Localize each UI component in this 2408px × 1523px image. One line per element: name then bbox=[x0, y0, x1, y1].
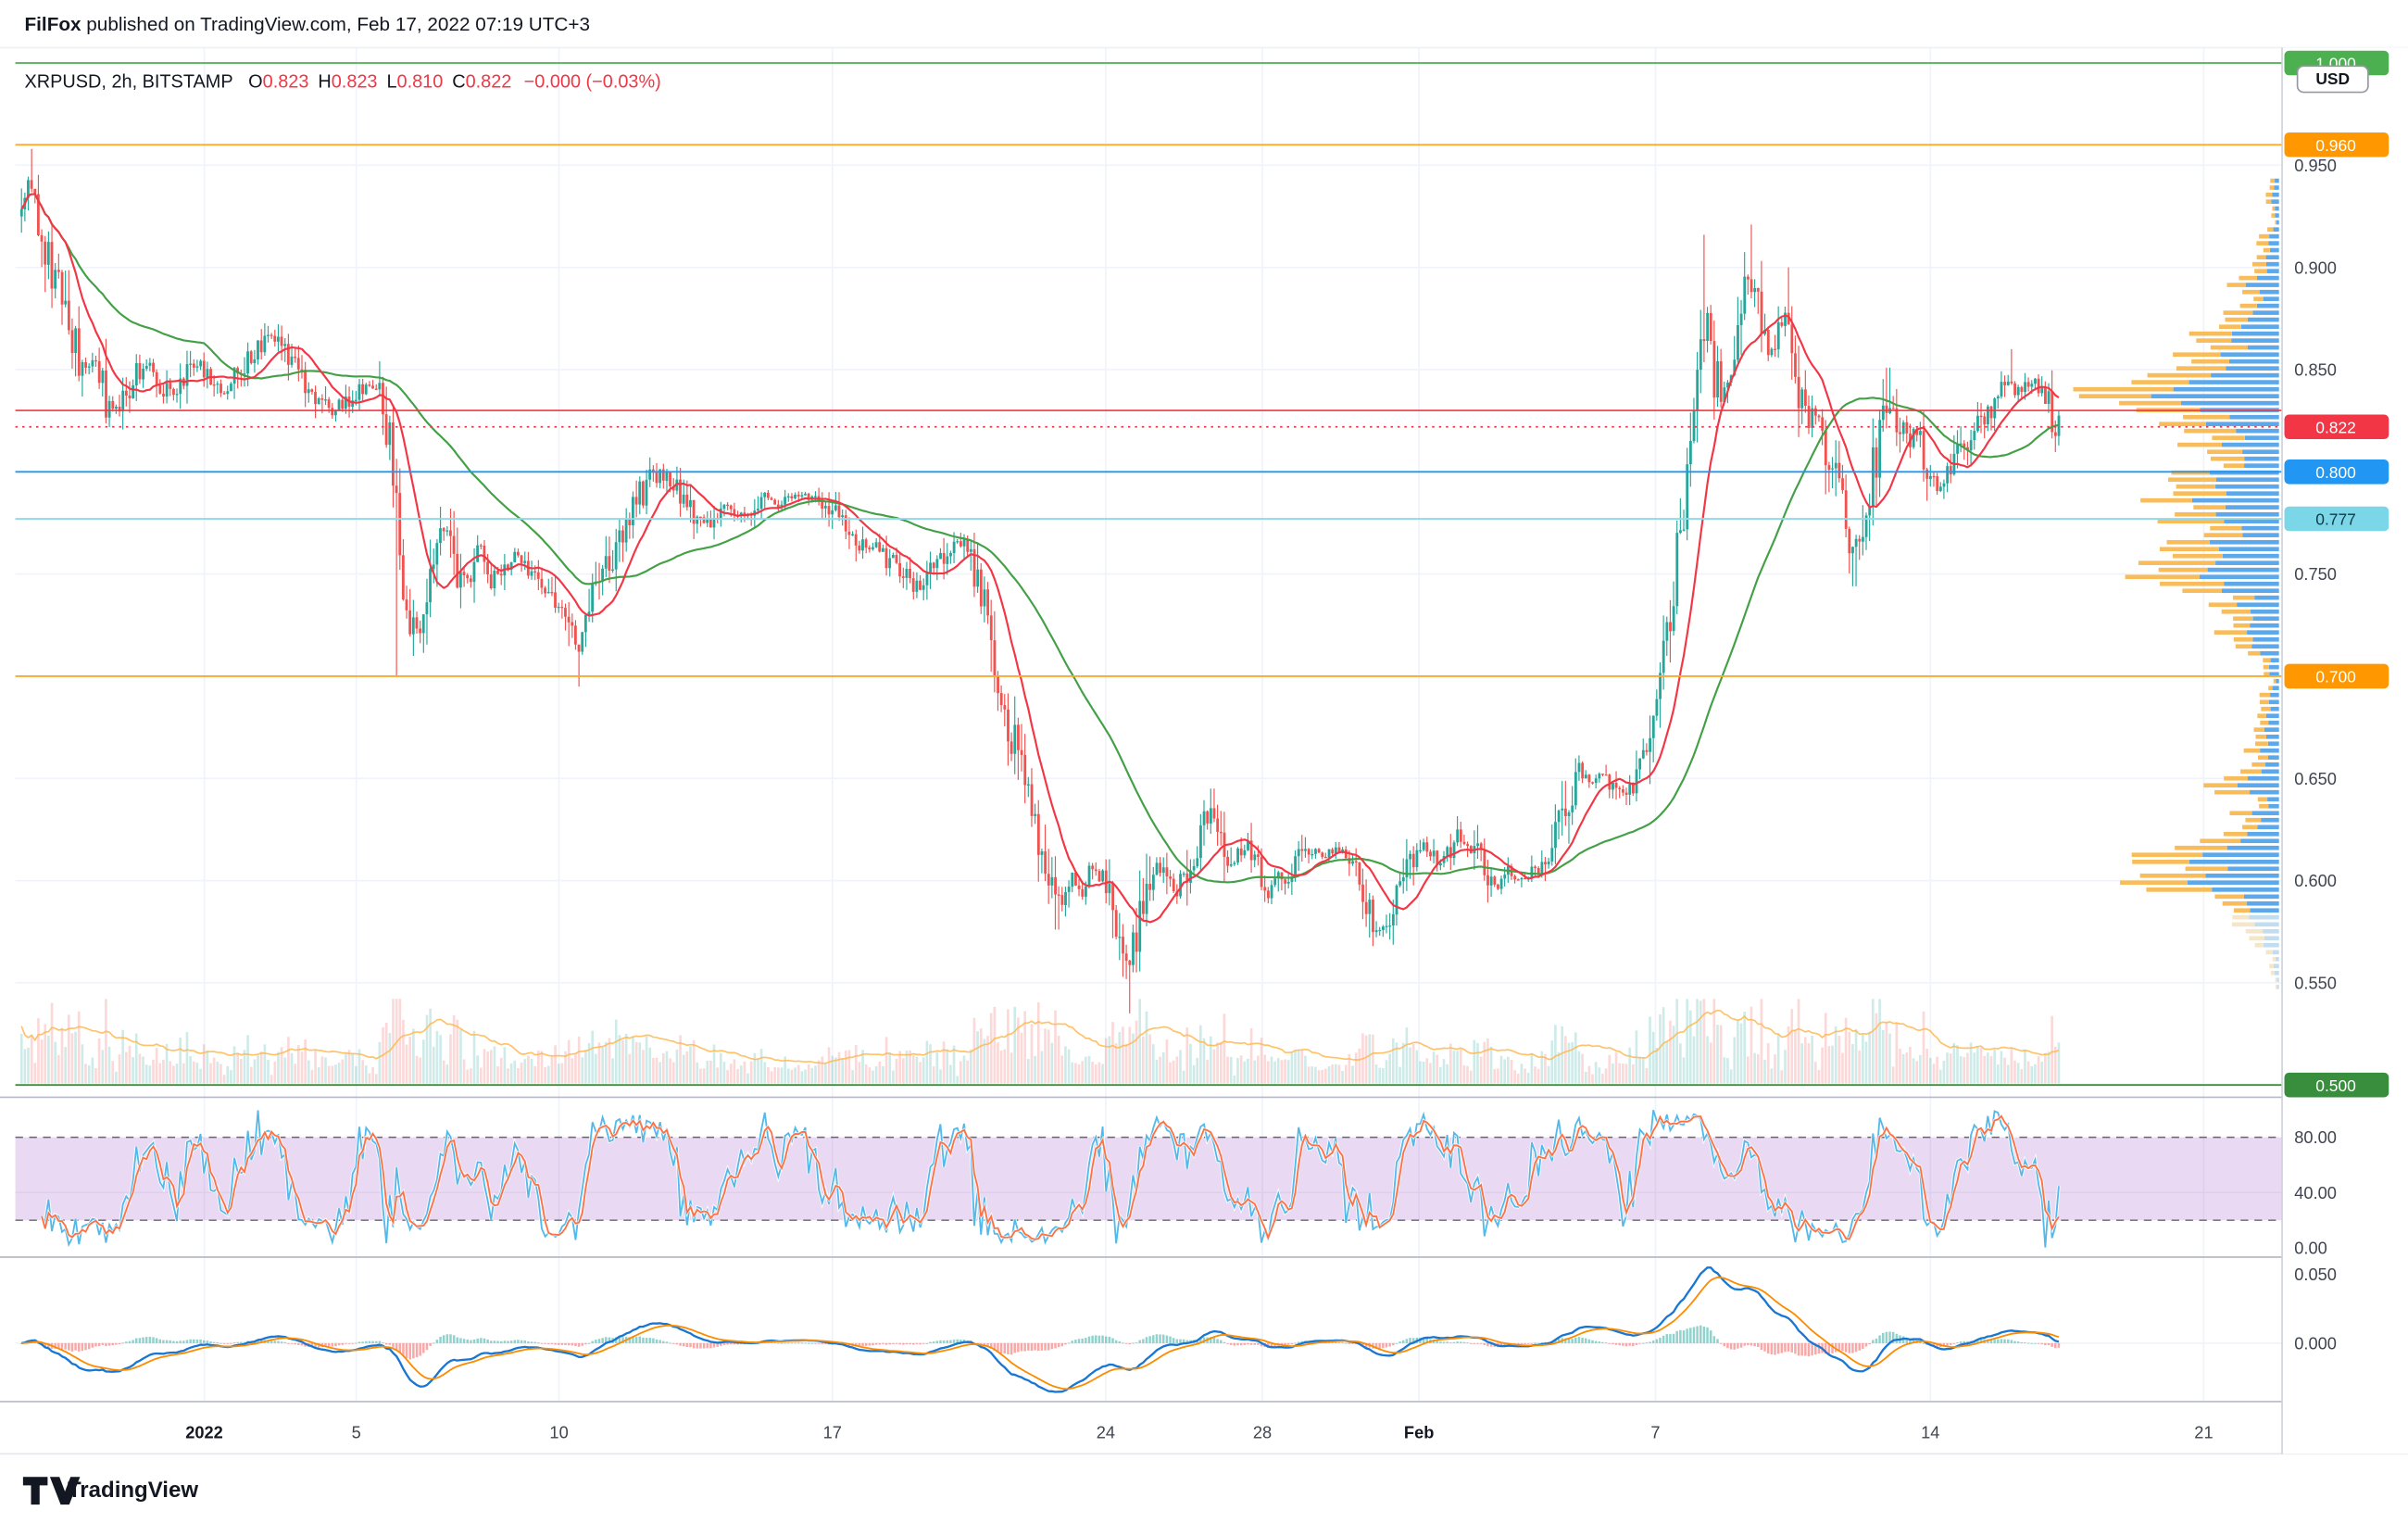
publish-caption: FilFox published on TradingView.com, Feb… bbox=[25, 14, 590, 35]
price-badge-label: 0.700 bbox=[2315, 668, 2356, 686]
price-badge bbox=[2284, 506, 2389, 532]
price-badge-label: 0.960 bbox=[2315, 136, 2356, 155]
open-value: 0.823 bbox=[263, 72, 309, 93]
price-badge bbox=[2284, 1072, 2389, 1098]
price-tick-label: 0.750 bbox=[2294, 564, 2337, 584]
tradingview-logo[interactable]: TradingView bbox=[22, 1477, 198, 1505]
time-axis-label: 14 bbox=[1921, 1423, 1939, 1442]
change-value: −0.000 (−0.03%) bbox=[524, 72, 661, 93]
time-axis[interactable]: 2022 5 10 17 24 28 Feb 7 14 21 bbox=[185, 1423, 2213, 1442]
price-badge-label: 0.500 bbox=[2315, 1076, 2356, 1095]
publish-caption-rest: published on TradingView.com, Feb 17, 20… bbox=[82, 14, 590, 35]
symbol-title: XRPUSD, 2h, BITSTAMP bbox=[25, 72, 233, 93]
time-axis-label: 10 bbox=[549, 1423, 568, 1442]
close-value: 0.822 bbox=[466, 72, 512, 93]
time-axis-label: 24 bbox=[1097, 1423, 1115, 1442]
currency-toggle-label[interactable]: USD bbox=[2315, 69, 2350, 88]
moving-averages bbox=[20, 193, 2060, 924]
price-tick-label: 0.650 bbox=[2294, 769, 2337, 788]
publisher-name: FilFox bbox=[25, 14, 82, 35]
pane-separators bbox=[0, 46, 2408, 1455]
macd-tick-label: 0.000 bbox=[2294, 1334, 2337, 1353]
price-tick-label: 0.850 bbox=[2294, 360, 2337, 380]
macd-pane bbox=[19, 1266, 2061, 1393]
time-axis-label: 17 bbox=[823, 1423, 842, 1442]
price-badge-label: 0.777 bbox=[2315, 510, 2356, 529]
price-badge bbox=[2284, 414, 2389, 440]
price-badge-label: 0.822 bbox=[2315, 418, 2356, 436]
stoch-tick-label: 40.00 bbox=[2294, 1183, 2337, 1202]
price-badge bbox=[2284, 459, 2389, 485]
price-tick-label: 0.950 bbox=[2294, 156, 2337, 175]
tradingview-logo-text: TradingView bbox=[68, 1478, 198, 1503]
volume-bars bbox=[19, 999, 2061, 1084]
price-badge bbox=[2284, 132, 2389, 157]
price-tick-label: 0.550 bbox=[2294, 974, 2337, 993]
time-axis-label: 21 bbox=[2194, 1423, 2213, 1442]
time-axis-label: 28 bbox=[1253, 1423, 1272, 1442]
price-tick-label: 0.900 bbox=[2294, 258, 2337, 277]
currency-toggle-usd[interactable] bbox=[2296, 65, 2369, 94]
tradingview-logo-icon bbox=[22, 1477, 81, 1505]
stochastic-pane bbox=[15, 1108, 2283, 1250]
price-badge-label: 0.800 bbox=[2315, 463, 2356, 482]
symbol-legend[interactable]: XRPUSD, 2h, BITSTAMP O0.823 H0.823 L0.810 C0… bbox=[25, 72, 661, 93]
price-badge bbox=[2284, 663, 2389, 689]
time-axis-label: 7 bbox=[1650, 1423, 1660, 1442]
price-axis[interactable]: 0.950 0.900 0.850 0.750 0.650 0.600 0.550 80.00… bbox=[2281, 47, 2408, 1454]
stoch-tick-label: 0.00 bbox=[2294, 1239, 2326, 1258]
stoch-tick-label: 80.00 bbox=[2294, 1127, 2337, 1147]
low-value: 0.810 bbox=[397, 72, 444, 93]
time-axis-label: 2022 bbox=[185, 1423, 223, 1442]
macd-tick-label: 0.050 bbox=[2294, 1265, 2337, 1284]
time-axis-label: 5 bbox=[352, 1423, 361, 1442]
price-tick-label: 0.600 bbox=[2294, 871, 2337, 890]
time-axis-label: Feb bbox=[1404, 1423, 1434, 1442]
high-value: 0.823 bbox=[332, 72, 378, 93]
